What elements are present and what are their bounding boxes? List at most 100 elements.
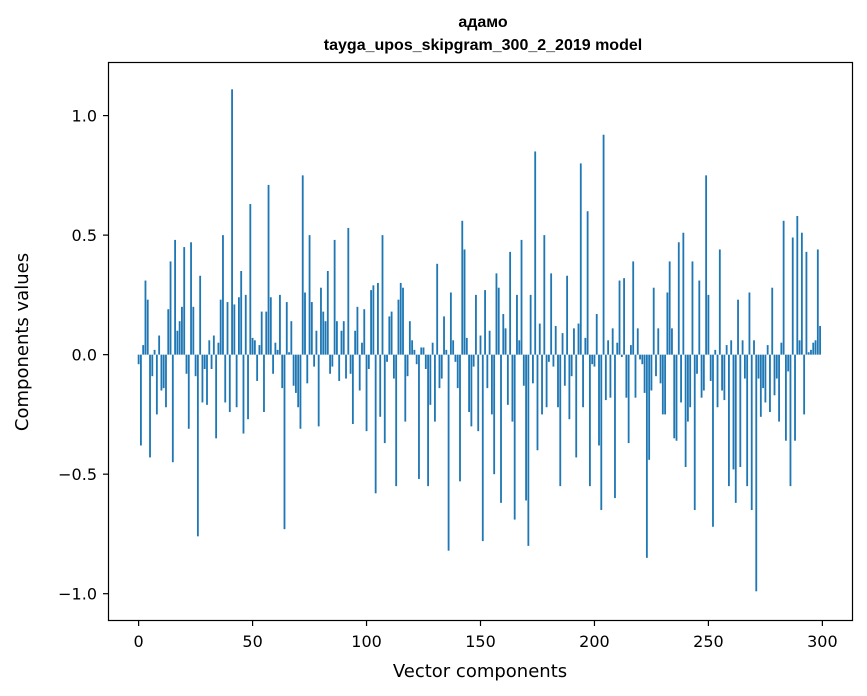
bar-70	[297, 354, 300, 408]
bar-93	[349, 354, 352, 374]
bar-181	[550, 273, 553, 355]
bar-86	[333, 239, 336, 355]
bar-45	[240, 270, 243, 355]
bar-107	[381, 235, 384, 355]
bar-36	[219, 299, 222, 355]
bar-249	[705, 175, 708, 355]
bar-81	[322, 311, 325, 355]
bar-26	[196, 354, 199, 537]
bar-244	[693, 354, 696, 511]
bar-268	[748, 292, 751, 355]
bar-9	[158, 335, 161, 355]
bar-10	[160, 354, 163, 391]
bar-184	[557, 354, 559, 408]
bar-293	[805, 251, 808, 355]
bar-278	[771, 287, 774, 355]
bar-188	[566, 275, 569, 355]
bar-266	[743, 354, 746, 379]
bar-72	[301, 175, 304, 355]
bar-56	[265, 311, 268, 355]
bar-176	[538, 323, 541, 355]
bar-34	[215, 354, 218, 439]
bar-15	[171, 354, 174, 463]
bar-135	[445, 349, 448, 355]
bar-153	[486, 354, 489, 389]
bar-273	[759, 354, 762, 417]
bar-205	[604, 354, 607, 401]
bar-130	[434, 354, 436, 422]
bar-73	[304, 292, 306, 355]
bar-87	[336, 321, 338, 355]
bar-295	[810, 349, 812, 355]
bar-287	[791, 237, 794, 355]
bar-260	[730, 340, 733, 355]
bar-71	[299, 354, 302, 429]
bar-157	[495, 273, 498, 355]
bar-106	[379, 354, 382, 417]
bar-215	[627, 354, 630, 444]
bar-131	[436, 263, 439, 355]
bar-139	[454, 354, 457, 362]
bar-79	[317, 354, 320, 427]
bar-211	[618, 280, 621, 355]
x-tick-label: 0	[134, 632, 144, 651]
bar-196	[584, 337, 587, 355]
bar-248	[702, 354, 705, 391]
bar-284	[784, 354, 787, 441]
bar-49	[249, 204, 252, 355]
bar-42	[233, 304, 236, 355]
x-tick-label: 50	[242, 632, 262, 651]
bar-230	[661, 354, 664, 415]
bar-189	[568, 354, 571, 420]
bar-98	[361, 342, 363, 355]
bar-276	[766, 345, 769, 355]
bar-217	[632, 261, 635, 355]
bar-279	[773, 354, 776, 396]
bar-103	[372, 285, 375, 355]
bar-62	[279, 294, 281, 355]
bar-289	[796, 216, 799, 355]
bar-27	[199, 275, 202, 355]
bar-243	[691, 261, 694, 355]
bar-225	[650, 354, 653, 391]
bar-209	[614, 354, 616, 499]
bar-35	[217, 342, 220, 355]
bar-285	[787, 354, 790, 372]
bar-137	[449, 292, 452, 355]
bar-162	[506, 354, 509, 405]
bar-88	[338, 354, 341, 381]
bar-264	[739, 354, 742, 468]
bar-90	[342, 321, 345, 355]
bar-277	[769, 354, 771, 413]
bar-179	[545, 354, 548, 408]
bar-16	[174, 239, 176, 355]
bar-299	[819, 325, 821, 355]
bars-group	[137, 89, 821, 592]
bar-180	[547, 354, 550, 362]
bar-246	[698, 280, 701, 355]
bar-108	[383, 354, 386, 444]
bar-89	[340, 330, 343, 355]
bar-216	[630, 345, 632, 355]
bar-7	[153, 349, 156, 355]
bar-274	[762, 354, 765, 389]
bar-121	[413, 349, 416, 355]
bar-206	[607, 340, 610, 355]
bar-200	[593, 354, 596, 367]
bar-138	[452, 340, 455, 355]
bar-143	[463, 249, 466, 355]
bar-160	[502, 314, 505, 355]
bar-66	[288, 352, 290, 355]
bar-146	[470, 354, 473, 427]
bar-144	[465, 337, 468, 355]
bar-251	[709, 354, 712, 381]
bar-82	[324, 321, 327, 355]
bar-142	[461, 220, 464, 355]
bar-207	[609, 354, 612, 398]
bar-259	[728, 354, 730, 487]
bar-41	[231, 89, 233, 355]
bar-201	[595, 314, 598, 355]
bar-17	[176, 330, 179, 355]
bar-140	[456, 354, 459, 389]
bar-261	[732, 354, 735, 470]
